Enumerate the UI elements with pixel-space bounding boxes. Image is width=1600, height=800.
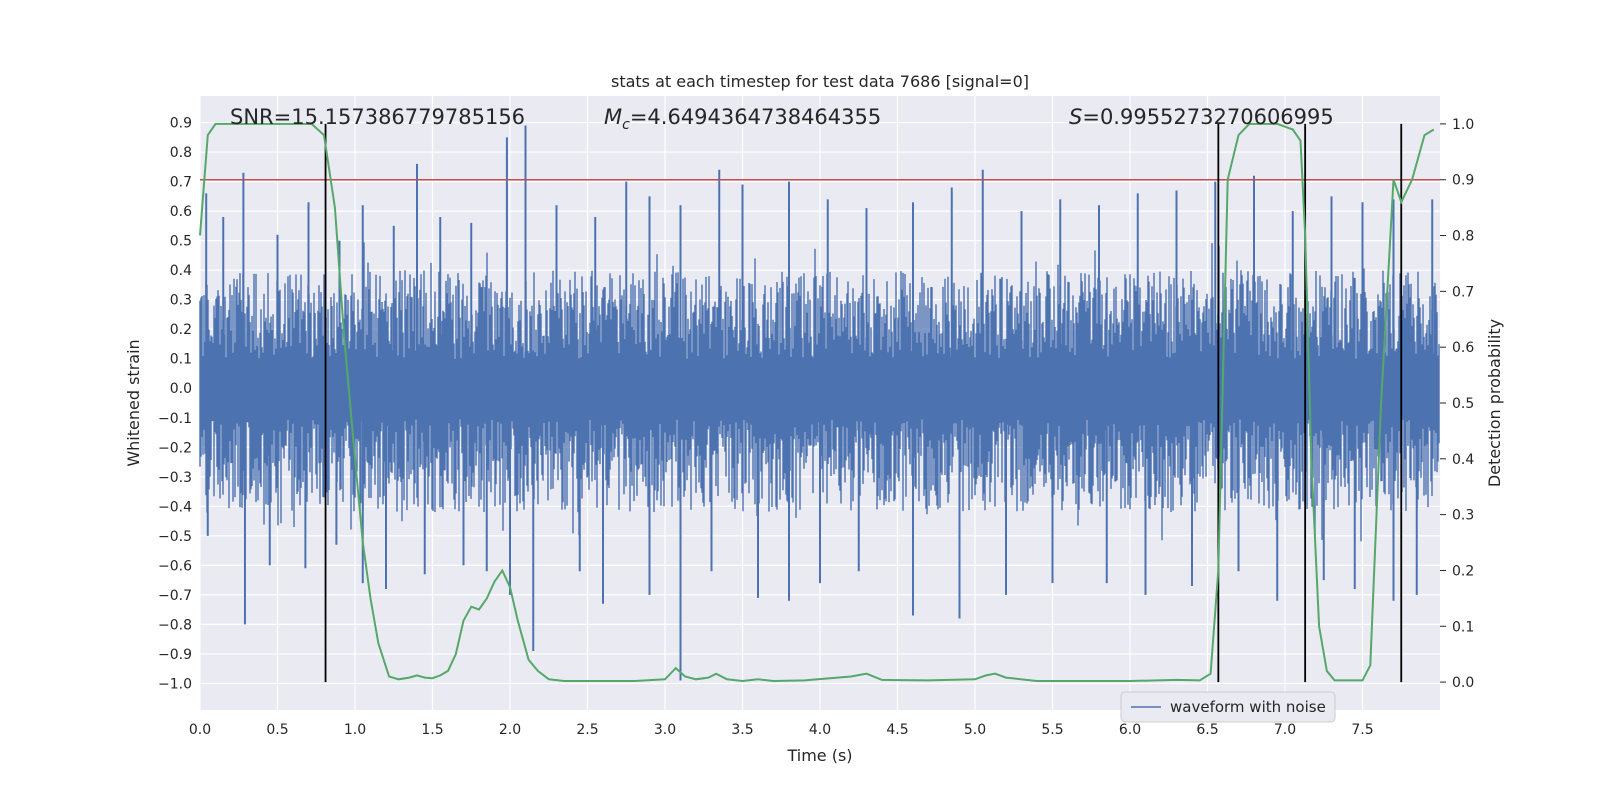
- annotation-mc-symbol: M: [604, 105, 622, 129]
- y-tick-label: −0.3: [158, 470, 192, 486]
- x-tick-label: 6.0: [1119, 722, 1141, 738]
- x-tick-label: 3.0: [654, 722, 676, 738]
- y-tick-label: −0.5: [158, 529, 192, 545]
- y2-tick-label: 0.5: [1452, 396, 1474, 412]
- x-tick-label: 0.0: [189, 722, 211, 738]
- annotation-s: S=0.9955273270606995: [1069, 105, 1334, 129]
- y-axis-label: Whitened strain: [124, 339, 143, 466]
- x-tick-label: 5.0: [964, 722, 986, 738]
- y2-tick-label: 0.4: [1452, 452, 1474, 468]
- y-tick-label: 0.6: [170, 204, 192, 220]
- y-tick-label: 0.0: [170, 381, 192, 397]
- annotation-mc-subscript: c: [622, 117, 630, 133]
- strain-series: [199, 125, 1440, 681]
- y-tick-label: 0.8: [170, 145, 192, 161]
- y-tick-label: −0.8: [158, 617, 192, 633]
- x-tick-label: 2.0: [499, 722, 521, 738]
- y-tick-label: 0.5: [170, 234, 192, 250]
- annotation-s-value: =0.9955273270606995: [1082, 105, 1333, 129]
- legend: waveform with noise: [1120, 691, 1336, 723]
- y-tick-label: −0.9: [158, 647, 192, 663]
- annotation-mc-value: =4.6494364738464355: [630, 105, 881, 129]
- y2-tick-label: 0.7: [1452, 284, 1474, 300]
- x-tick-label: 4.5: [886, 722, 908, 738]
- y2-tick-label: 0.2: [1452, 563, 1474, 579]
- y-tick-label: 0.7: [170, 175, 192, 191]
- legend-label-waveform: waveform with noise: [1170, 698, 1326, 716]
- y-tick-label: −0.7: [158, 588, 192, 604]
- detection-probability-line: [199, 122, 1435, 683]
- y2-tick-label: 0.1: [1452, 619, 1474, 635]
- y-tick-label: 0.3: [170, 293, 192, 309]
- overlay: [199, 122, 1440, 683]
- annotation-mc: Mc=4.6494364738464355: [604, 105, 881, 133]
- y-tick-label: 0.9: [170, 116, 192, 132]
- y2-tick-label: 0.6: [1452, 340, 1474, 356]
- x-tick-label: 6.5: [1196, 722, 1218, 738]
- y2-tick-label: 0.8: [1452, 229, 1474, 245]
- y-tick-label: 0.1: [170, 352, 192, 368]
- y-tick-label: 0.2: [170, 322, 192, 338]
- y-tick-label: −0.2: [158, 440, 192, 456]
- y2-tick-label: 0.9: [1452, 173, 1474, 189]
- x-axis-label: Time (s): [786, 746, 852, 765]
- x-tick-label: 1.5: [421, 722, 443, 738]
- x-tick-label: 4.0: [809, 722, 831, 738]
- y2-axis-label: Detection probability: [1485, 319, 1504, 487]
- legend-box: [1120, 691, 1336, 723]
- x-tick-label: 5.5: [1041, 722, 1063, 738]
- y2-tick-label: 0.0: [1452, 675, 1474, 691]
- x-tick-label: 2.5: [576, 722, 598, 738]
- x-tick-label: 7.5: [1351, 722, 1373, 738]
- annotation-snr: SNR=15.157386779785156: [230, 105, 525, 129]
- y-tick-label: −1.0: [158, 676, 192, 692]
- y2-tick-label: 1.0: [1452, 117, 1474, 133]
- y-tick-label: −0.1: [158, 411, 192, 427]
- x-tick-label: 3.5: [731, 722, 753, 738]
- y2-tick-label: 0.3: [1452, 508, 1474, 524]
- y-tick-label: −0.6: [158, 558, 192, 574]
- x-tick-label: 0.5: [266, 722, 288, 738]
- x-tick-label: 7.0: [1274, 722, 1296, 738]
- tick-labels: 0.0 0.5 1.0 1.5 2.0 2.5 3.0 3.5 4.0 4.5 5.0 5.5 6.0 6…: [158, 116, 1474, 738]
- chart-title: stats at each timestep for test data 768…: [611, 72, 1029, 91]
- x-tick-label: 1.0: [344, 722, 366, 738]
- y-tick-label: 0.4: [170, 263, 192, 279]
- annotation-s-symbol: S: [1069, 105, 1082, 129]
- y-tick-label: −0.4: [158, 499, 192, 515]
